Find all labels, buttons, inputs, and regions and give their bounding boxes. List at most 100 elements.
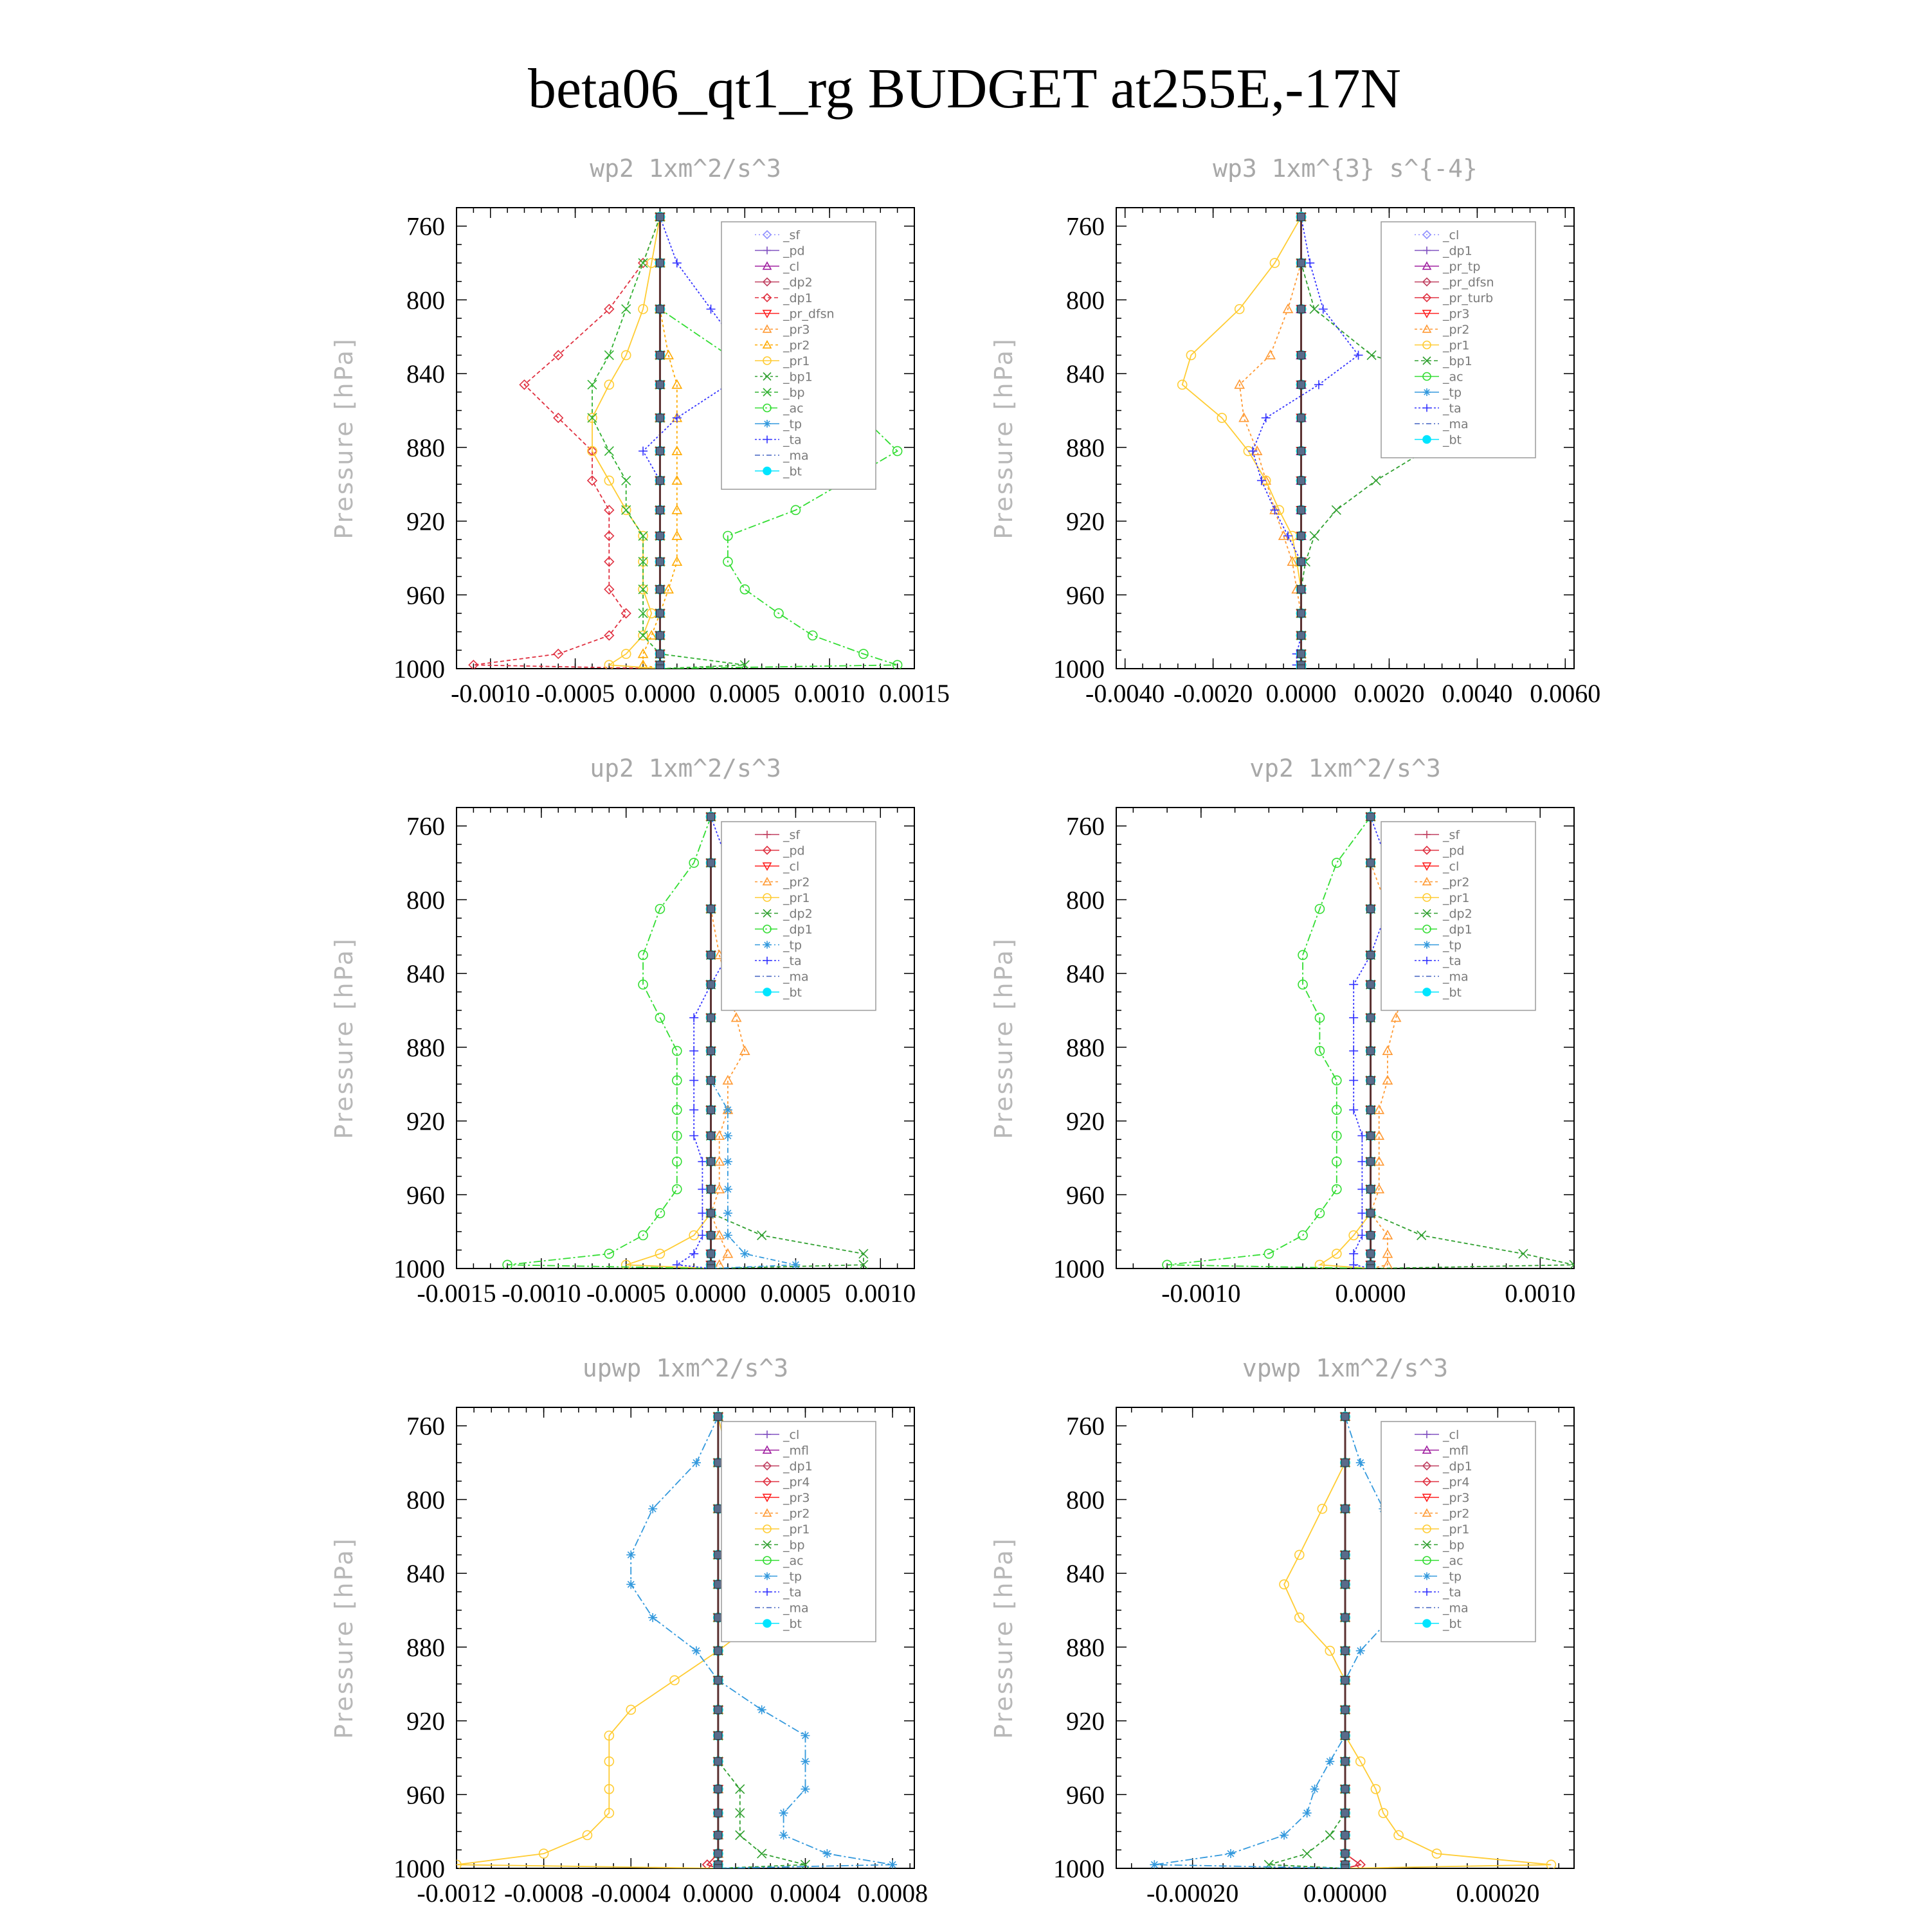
legend-entry: _bt	[783, 465, 802, 479]
data-point	[1370, 1783, 1381, 1794]
x-tick-label: -0.0015	[417, 1279, 496, 1308]
legend-marker	[1422, 1619, 1431, 1628]
data-point	[538, 1848, 549, 1859]
data-point	[1355, 1458, 1365, 1468]
data-point	[646, 629, 657, 640]
data-point	[1314, 903, 1325, 914]
data-point	[689, 1131, 699, 1141]
data-point	[1332, 1156, 1342, 1167]
legend-marker	[762, 261, 772, 270]
y-tick-label: 840	[406, 959, 445, 988]
data-point	[502, 1259, 512, 1268]
data-point	[1297, 380, 1306, 389]
data-point	[1366, 350, 1377, 361]
legend-marker	[1422, 293, 1432, 303]
y-tick-label: 1000	[394, 1854, 445, 1883]
data-point	[626, 1550, 636, 1560]
data-point	[707, 1047, 716, 1056]
legend-marker	[1422, 1556, 1431, 1565]
legend-marker	[763, 908, 772, 918]
data-point	[1332, 858, 1342, 868]
data-point	[1382, 1074, 1393, 1085]
data-point	[655, 258, 664, 267]
series-line-dp1	[507, 816, 712, 1268]
data-point	[648, 1612, 658, 1622]
data-point	[1366, 812, 1375, 821]
data-point	[1366, 1231, 1375, 1240]
y-tick-label: 1000	[394, 1254, 445, 1283]
data-point	[706, 304, 716, 314]
y-tick-label: 760	[406, 1412, 445, 1441]
data-point	[714, 1809, 723, 1818]
data-point	[655, 585, 664, 594]
legend-entry: _pr1	[1442, 339, 1469, 353]
legend-entry: _pr2	[783, 1507, 810, 1521]
data-point	[707, 905, 716, 914]
legend-entry: _dp2	[783, 907, 813, 921]
data-point	[1234, 379, 1245, 389]
legend-marker	[1422, 1508, 1432, 1517]
data-point	[553, 412, 564, 424]
data-point	[1177, 379, 1188, 390]
data-point	[1269, 258, 1280, 268]
data-point	[1349, 1260, 1359, 1268]
legend-box	[721, 221, 876, 490]
data-point	[1256, 476, 1266, 485]
data-point	[1373, 1184, 1385, 1194]
data-point	[1341, 1647, 1350, 1656]
data-point	[739, 1045, 750, 1055]
legend-entry: _sf	[1442, 828, 1460, 842]
legend-entry: _cl	[1442, 228, 1459, 242]
legend-entry: _tp	[783, 1570, 802, 1584]
data-point	[1297, 532, 1306, 541]
data-point	[587, 379, 597, 390]
data-point	[1150, 1860, 1159, 1868]
data-point	[698, 1157, 707, 1166]
legend-marker	[1422, 908, 1431, 918]
data-point	[1282, 303, 1294, 314]
x-tick-label: 0.0010	[1505, 1279, 1575, 1308]
legend-entry: _pr_dfsn	[783, 307, 835, 321]
data-point	[714, 1504, 723, 1513]
legend-marker	[763, 1540, 772, 1549]
data-point	[1349, 1013, 1359, 1022]
legend-entry: _ac	[1442, 370, 1463, 384]
y-tick-label: 840	[406, 1559, 445, 1588]
legend-marker	[1422, 876, 1432, 886]
legend-entry: _dp1	[1442, 244, 1472, 258]
data-point	[1297, 413, 1306, 422]
data-point	[638, 979, 648, 990]
data-point	[1280, 1830, 1289, 1840]
panel-title: vp2 1xm^2/s^3	[1249, 754, 1440, 782]
data-point	[587, 413, 597, 423]
data-point	[892, 446, 903, 456]
legend-entry: _mfl	[1442, 1444, 1469, 1458]
data-point	[1314, 1013, 1325, 1023]
legend-entry: _sf	[783, 828, 801, 842]
y-tick-label: 920	[406, 1107, 445, 1136]
y-tick-label: 800	[1066, 885, 1105, 914]
data-point	[671, 474, 683, 485]
legend-marker	[763, 925, 772, 934]
data-point	[707, 812, 716, 821]
data-point	[1354, 350, 1363, 360]
legend-marker	[763, 988, 772, 997]
data-point	[655, 505, 664, 514]
series-line-ac	[659, 217, 899, 669]
legend-marker	[1422, 845, 1432, 855]
data-point	[707, 1209, 716, 1218]
y-tick-label: 840	[406, 359, 445, 388]
data-point	[655, 212, 664, 221]
legend-marker	[1422, 309, 1432, 319]
data-point	[1518, 1249, 1528, 1259]
data-point	[457, 1859, 462, 1868]
legend-entry: _pr_turb	[1442, 291, 1493, 305]
data-point	[1382, 1045, 1393, 1055]
data-point	[707, 1249, 716, 1258]
legend-marker	[1422, 230, 1432, 240]
data-point	[714, 1731, 723, 1740]
legend-entry: _dp2	[783, 276, 813, 290]
data-point	[604, 475, 615, 486]
